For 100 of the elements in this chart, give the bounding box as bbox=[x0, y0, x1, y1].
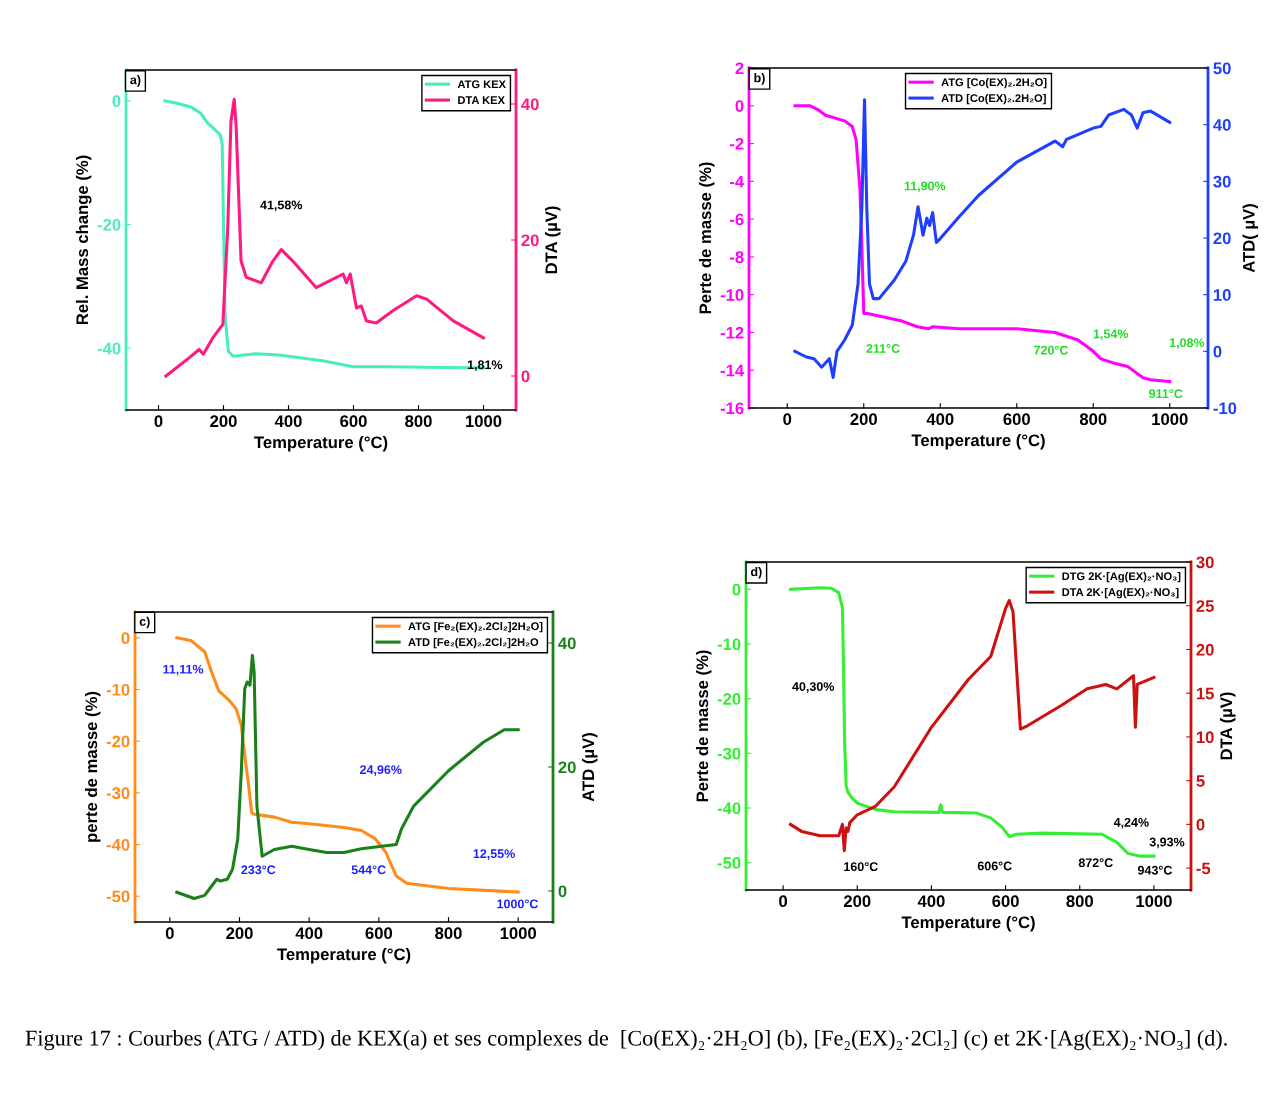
annotation: 872°C bbox=[1078, 858, 1113, 868]
chart-title: b) bbox=[754, 73, 765, 85]
x-tick-label: 400 bbox=[295, 927, 323, 940]
annotation: 911°C bbox=[1149, 389, 1183, 399]
y2-tick-label: 20 bbox=[1213, 232, 1231, 245]
y2-tick-label: 5 bbox=[1196, 775, 1205, 787]
y-tick-label: -40 bbox=[106, 838, 130, 851]
chart-title: d) bbox=[750, 566, 762, 579]
y-axis-title: perte de masse (%) bbox=[84, 691, 101, 842]
legend-label: ATD [Fe₂(EX)₂.2Cl₂]2H₂O bbox=[408, 637, 539, 649]
x-tick-label: 600 bbox=[992, 895, 1019, 908]
x-axis-title: Temperature (°C) bbox=[254, 435, 388, 452]
x-tick-label: 800 bbox=[1079, 413, 1107, 426]
annotation: 1,54% bbox=[1093, 329, 1129, 341]
y-tick-label: -30 bbox=[106, 787, 130, 800]
y2-tick-label: 20 bbox=[521, 234, 539, 247]
y2-tick-label: 10 bbox=[1213, 289, 1231, 301]
legend-label: ATG KEX bbox=[457, 80, 506, 89]
y2-tick-label: -5 bbox=[1196, 862, 1211, 875]
y2-axis-title: DTA (µV) bbox=[544, 206, 561, 274]
x-tick-label: 400 bbox=[926, 413, 954, 426]
annotation: 3,93% bbox=[1149, 837, 1185, 849]
y-tick-label: -40 bbox=[97, 342, 121, 355]
y2-tick-label: 0 bbox=[1196, 818, 1205, 831]
legend-label: ATG [Co(EX)₂.2H₂O] bbox=[941, 78, 1047, 89]
y-tick-label: -14 bbox=[720, 364, 745, 377]
annotation: 11,90% bbox=[904, 181, 946, 193]
y-tick-label: -30 bbox=[717, 747, 741, 760]
y2-tick-label: 0 bbox=[558, 885, 567, 898]
legend-label: DTA KEX bbox=[458, 96, 505, 104]
y2-tick-label: 15 bbox=[1196, 687, 1214, 700]
x-tick-label: 600 bbox=[340, 415, 367, 428]
caption: Figure 17 : Courbes (ATG / ATD) de KEX(a) et ses complexes de [Co(EX)₂·2H₂O] (b), [Fe₂(EX)₂·2Cl₂] (c) et 2K·[Ag(EX)₂·NO₃] (d). bbox=[25, 1030, 1227, 1051]
y2-tick-label: 10 bbox=[1196, 731, 1214, 744]
x-tick-label: 800 bbox=[405, 415, 432, 428]
y2-tick-label: 50 bbox=[1213, 62, 1231, 75]
y-tick-label: -16 bbox=[720, 402, 744, 415]
x-axis-title: Temperature (°C) bbox=[277, 947, 411, 964]
x-tick-label: 200 bbox=[843, 895, 871, 908]
x-tick-label: 600 bbox=[1003, 413, 1030, 426]
y-tick-label: -12 bbox=[720, 326, 744, 339]
chart-title: a) bbox=[130, 75, 141, 87]
x-tick-label: 1000 bbox=[1152, 413, 1188, 426]
legend-label: DTA 2K·[Ag(EX)₂·NO₃] bbox=[1062, 587, 1179, 599]
y-tick-label: -6 bbox=[729, 213, 744, 226]
y-tick-label: -10 bbox=[720, 289, 744, 301]
legend-label: ATD [Co(EX)₂.2H₂O] bbox=[941, 93, 1046, 105]
y2-tick-label: 20 bbox=[558, 761, 576, 774]
y2-axis-title: ATD( µV) bbox=[1242, 204, 1259, 273]
x-tick-label: 1000 bbox=[466, 415, 502, 428]
x-tick-label: 0 bbox=[165, 927, 174, 940]
legend-label: ATG [Fe₂(EX)₂.2Cl₂]2H₂O] bbox=[408, 622, 543, 633]
y2-tick-label: 40 bbox=[558, 637, 576, 650]
y-tick-label: 0 bbox=[112, 95, 121, 108]
x-tick-label: 1000 bbox=[1136, 895, 1172, 908]
annotation: 1000°C bbox=[497, 899, 539, 909]
x-tick-label: 800 bbox=[1066, 895, 1093, 908]
y-axis-title: Rel. Mass change (%) bbox=[75, 155, 92, 325]
x-tick-label: 400 bbox=[917, 895, 945, 908]
y2-tick-label: 30 bbox=[1213, 175, 1231, 188]
annotation: 160°C bbox=[844, 862, 878, 872]
annotation: 720°C bbox=[1034, 345, 1069, 355]
y-tick-label: 2 bbox=[735, 62, 744, 75]
y-tick-label: -4 bbox=[729, 175, 745, 188]
annotation: 1,08% bbox=[1169, 338, 1205, 349]
y-tick-label: 0 bbox=[121, 632, 130, 645]
y-tick-label: -8 bbox=[729, 251, 744, 264]
y-tick-label: -10 bbox=[106, 683, 130, 696]
annotation: 233°C bbox=[241, 865, 276, 875]
annotation: 40,30% bbox=[792, 682, 835, 693]
y2-tick-label: 20 bbox=[1196, 643, 1214, 656]
y-tick-label: -50 bbox=[106, 890, 130, 903]
annotation: 1,81% bbox=[467, 360, 503, 371]
y2-tick-label: 0 bbox=[521, 370, 530, 383]
chart-title: c) bbox=[139, 616, 150, 629]
legend-label: DTG 2K·[Ag(EX)₂·NO₃] bbox=[1062, 572, 1181, 583]
y2-tick-label: 25 bbox=[1196, 600, 1214, 612]
y2-tick-label: 40 bbox=[521, 98, 539, 111]
annotation: 4,24% bbox=[1113, 817, 1149, 829]
annotation: 41,58% bbox=[260, 200, 303, 212]
annotation: 211°C bbox=[866, 344, 900, 353]
x-tick-label: 400 bbox=[274, 415, 302, 428]
y2-tick-label: -10 bbox=[1213, 402, 1237, 415]
y2-tick-label: 0 bbox=[1213, 345, 1222, 358]
x-tick-label: 0 bbox=[779, 895, 788, 908]
y-tick-label: -2 bbox=[729, 137, 744, 150]
annotation: 12,55% bbox=[473, 849, 515, 860]
annotation: 606°C bbox=[977, 861, 1012, 871]
y-tick-label: -40 bbox=[717, 802, 741, 815]
y2-tick-label: 40 bbox=[1213, 119, 1231, 131]
x-axis-title: Temperature (°C) bbox=[901, 915, 1035, 932]
y2-axis-title: ATD (µV) bbox=[581, 733, 598, 802]
y2-tick-label: 30 bbox=[1196, 556, 1214, 569]
x-tick-label: 800 bbox=[435, 927, 462, 940]
annotation: 544°C bbox=[351, 865, 386, 875]
y-axis-title: Perte de masse (%) bbox=[698, 162, 715, 314]
x-tick-label: 200 bbox=[850, 413, 877, 426]
x-tick-label: 200 bbox=[210, 415, 237, 428]
annotation: 24,96% bbox=[360, 765, 402, 776]
y-axis-title: Perte de masse (%) bbox=[695, 650, 712, 802]
